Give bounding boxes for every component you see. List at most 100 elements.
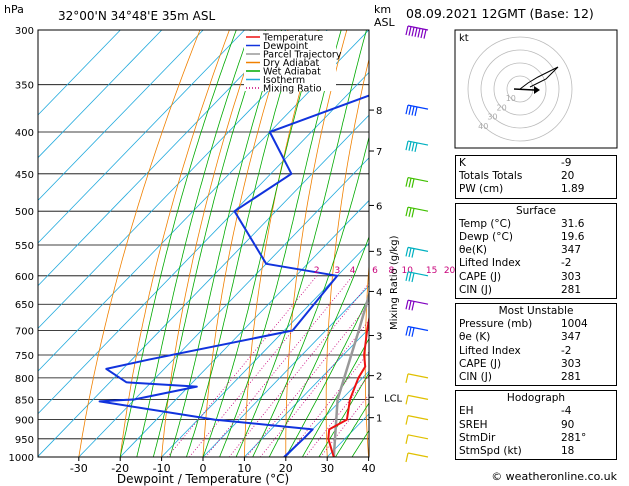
mixing-ratio-axis-label: Mixing Ratio (g/kg): [389, 235, 400, 330]
pressure-tick-label: 750: [15, 351, 34, 362]
legend-entry: Dewpoint: [263, 41, 308, 52]
wet-adiabat: [119, 30, 237, 457]
barb-flag: [408, 141, 412, 151]
most-unstable-row: CAPE (J) 303: [459, 358, 613, 371]
wet-adiabat: [302, 337, 369, 457]
isotherm--100: [38, 30, 204, 201]
x-tick-label: -20: [111, 462, 129, 475]
hodograph-ring: [480, 49, 560, 129]
barb-flag: [405, 415, 409, 425]
most-unstable-row: Lifted Index -2: [459, 345, 613, 358]
indices-box: K -9 Totals Totals 20 PW (cm) 1.89: [455, 155, 617, 199]
most-unstable-value: 1004: [561, 318, 588, 331]
barb-flag: [414, 142, 418, 153]
mixing-ratio-label: 3: [335, 266, 341, 276]
barb-flag: [423, 29, 427, 39]
wind-barb: [405, 177, 429, 188]
barb-staff: [407, 434, 429, 440]
barb-flag: [411, 208, 415, 218]
surface-value: 19.6: [561, 231, 585, 244]
pressure-tick-label: 800: [15, 374, 34, 385]
pressure-tick-label: 850: [15, 395, 34, 406]
hodograph-key: SREH: [459, 418, 488, 431]
surface-row: CAPE (J) 303: [459, 271, 613, 284]
wind-barb: [405, 140, 429, 153]
hodograph-value: 18: [561, 445, 575, 458]
wind-barb: [405, 206, 429, 218]
wind-barb: [405, 415, 429, 425]
mixing-ratio-label: 6: [372, 266, 378, 276]
barb-flag: [408, 26, 412, 36]
barb-flag: [408, 247, 412, 258]
index-row: K -9: [459, 157, 613, 170]
most-unstable-key: θe (K): [459, 331, 491, 344]
barb-flag: [411, 301, 415, 311]
wind-barb: [405, 271, 429, 283]
barb-staff: [407, 104, 429, 110]
barb-flag: [411, 327, 415, 337]
barb-flag: [405, 140, 409, 151]
chart-title: 32°00'N 34°48'E 35m ASL: [58, 9, 215, 23]
dry-adiabat: [161, 30, 260, 457]
storm-motion-arrowhead: [534, 86, 540, 94]
hodograph-key: StmDir: [459, 431, 496, 444]
isotherm--40: [38, 114, 369, 457]
surface-key: Temp (°C): [459, 217, 512, 230]
mixing-ratio-label: 10: [401, 266, 413, 276]
isotherm--80: [38, 30, 287, 287]
hodograph-row: EH -4: [459, 405, 613, 418]
isotherm--50: [38, 71, 369, 415]
wind-barb: [405, 25, 429, 39]
surface-key: CAPE (J): [459, 270, 502, 283]
hodograph-box: Hodograph EH -4 SREH 90 StmDir 281° StmSpd (kt…: [455, 390, 617, 461]
index-value: 1.89: [561, 183, 585, 196]
pressure-tick-label: 550: [15, 241, 34, 252]
barb-flag: [405, 271, 409, 281]
most-unstable-value: 281: [561, 371, 582, 384]
legend-entry: Dry Adiabat: [263, 58, 320, 69]
pressure-tick-label: 900: [15, 416, 34, 427]
barb-flag: [414, 106, 418, 117]
datetime-label: 08.09.2021 12GMT (Base: 12): [406, 6, 594, 21]
km-unit-label: km: [374, 3, 391, 16]
wind-barb: [405, 394, 429, 405]
temperature-line: [327, 314, 369, 457]
hodograph-ring-label: 10: [506, 94, 516, 103]
pressure-tick-label: 600: [15, 272, 34, 283]
barb-staff: [407, 452, 429, 458]
surface-key: Lifted Index: [459, 257, 521, 270]
mixing-ratio-label: 8: [388, 266, 394, 276]
altitude-label: LCL: [384, 393, 403, 404]
pressure-tick-label: 400: [15, 128, 34, 139]
most-unstable-key: CAPE (J): [459, 357, 502, 370]
legend-entry: Temperature: [262, 33, 323, 44]
barb-flag: [417, 28, 421, 38]
surface-value: 303: [561, 270, 582, 283]
mixing-ratio-label: 15: [426, 266, 437, 276]
barb-staff: [407, 25, 429, 31]
altitude-label: 5: [376, 247, 382, 258]
barb-flag: [408, 207, 412, 217]
hodograph-value: 281°: [561, 431, 587, 444]
surface-key: CIN (J): [459, 283, 492, 296]
barb-staff: [407, 140, 429, 146]
most-unstable-row: θe (K) 347: [459, 331, 613, 344]
barb-flag: [408, 326, 412, 337]
surface-value: 347: [561, 244, 582, 257]
index-value: -9: [561, 157, 572, 169]
indices-panel: K -9 Totals Totals 20 PW (cm) 1.89 Surface Te…: [455, 155, 617, 464]
x-tick-label: -10: [153, 462, 171, 475]
altitude-label: 3: [376, 332, 382, 343]
surface-row: θe(K) 347: [459, 244, 613, 257]
x-tick-label: 40: [362, 462, 376, 475]
most-unstable-key: CIN (J): [459, 371, 492, 384]
hodograph-row: SREH 90: [459, 419, 613, 432]
hodograph-ring-label: 40: [478, 122, 488, 131]
x-tick-label: 0: [200, 462, 207, 475]
isotherm--30: [78, 157, 369, 457]
isotherm--70: [38, 30, 328, 329]
hodograph-unit-label: kt: [459, 33, 469, 44]
legend-entry: Wet Adiabat: [263, 67, 321, 78]
barb-flag: [411, 272, 415, 283]
barb-flag: [420, 28, 424, 39]
